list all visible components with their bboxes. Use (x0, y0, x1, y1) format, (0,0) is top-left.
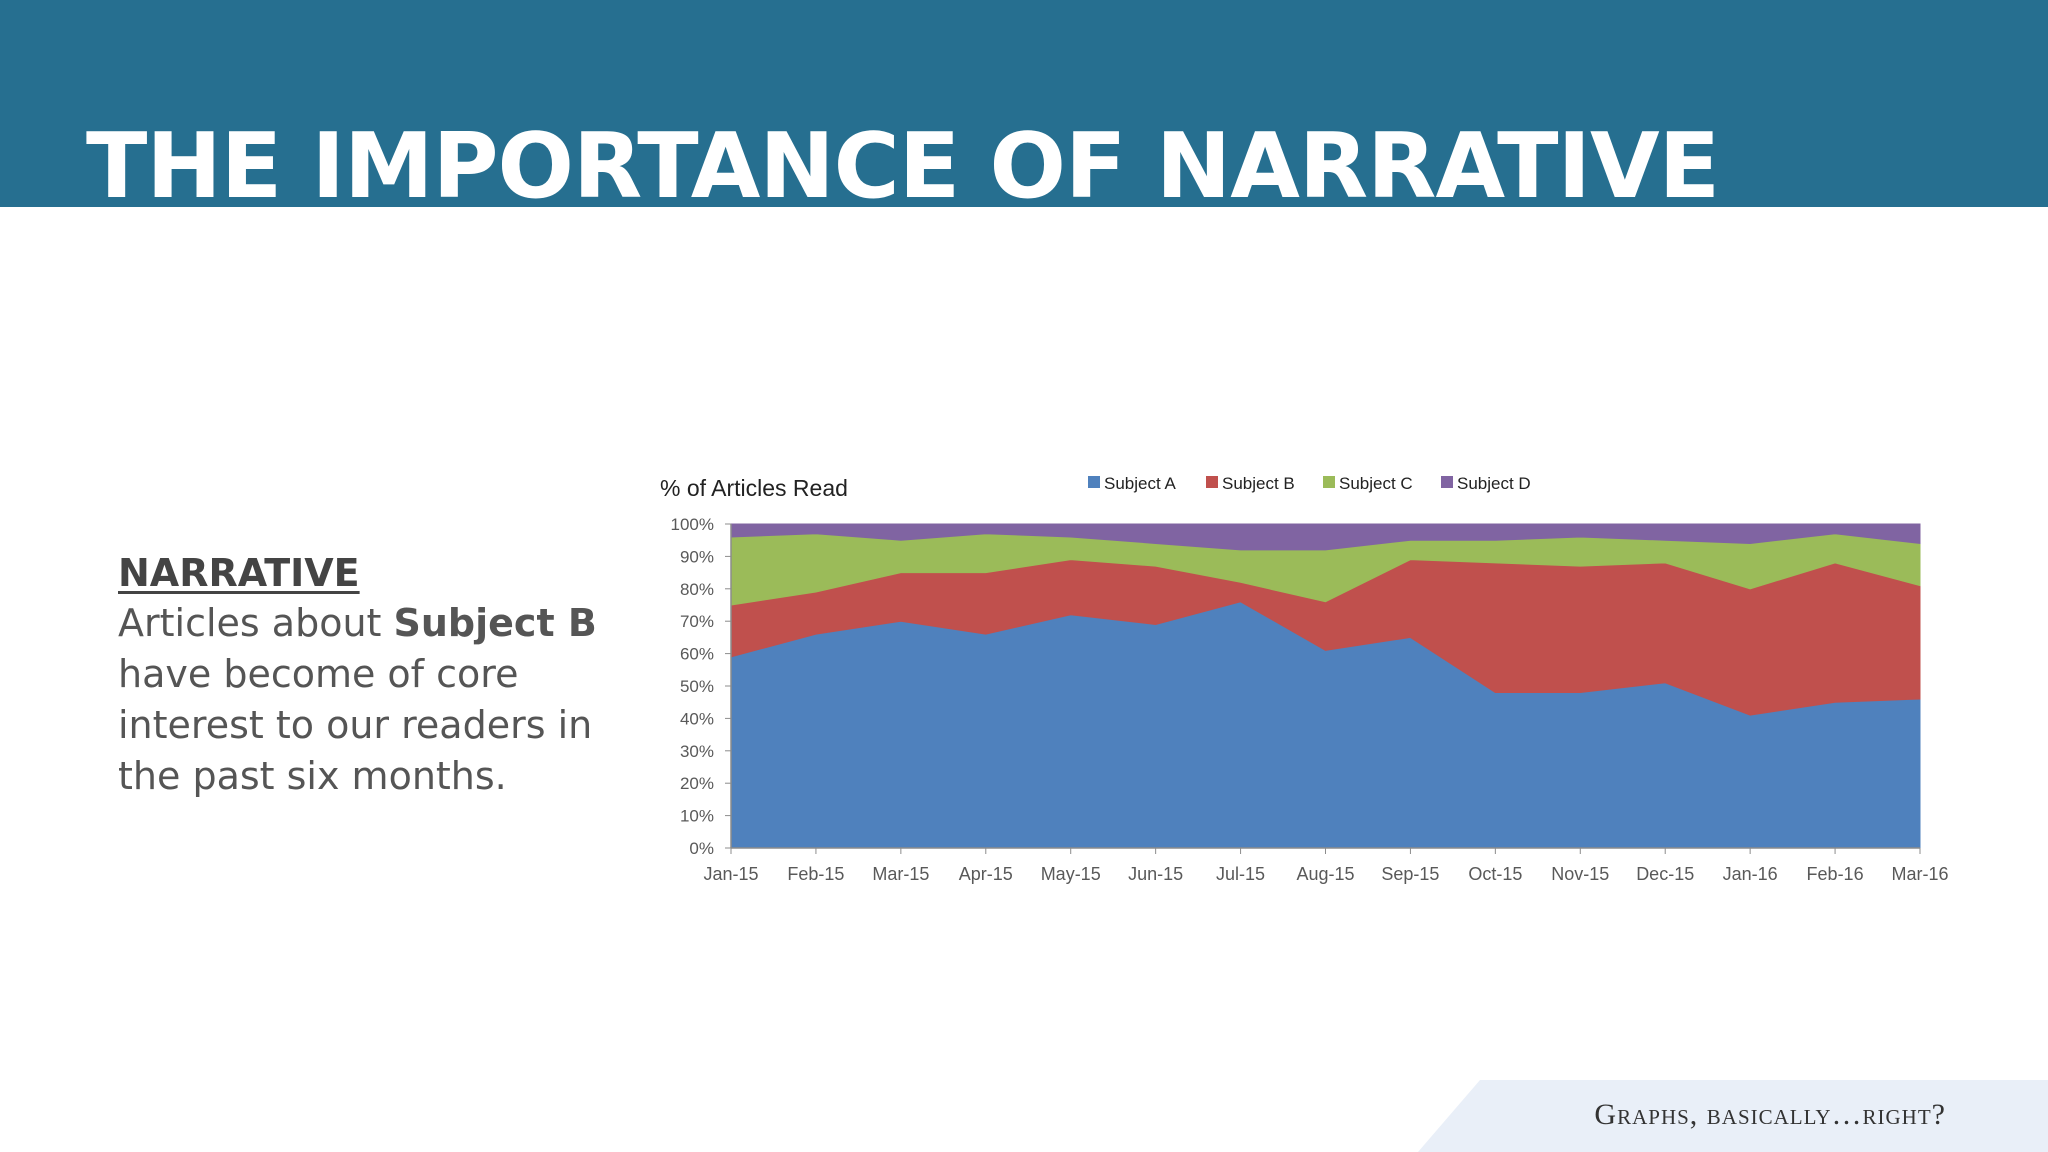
x-tick-label: Mar-15 (872, 864, 929, 884)
legend-label: Subject D (1457, 474, 1531, 493)
legend-item-subject-d: Subject D (1441, 474, 1531, 493)
area-chart: % of Articles Read Subject A Subject B Sub… (660, 474, 1949, 884)
x-tick-label: Mar-16 (1891, 864, 1948, 884)
x-tick-label: Jan-16 (1723, 864, 1778, 884)
legend-label: Subject B (1222, 474, 1295, 493)
slide-title: THE IMPORTANCE OF NARRATIVE (86, 114, 1720, 207)
narrative-body-emphasis: Subject B (393, 601, 597, 645)
chart-axes: 0% 10% 20% 30% 40% 50% 60% 70% 80% 90% 100% Jan-15 F… (671, 515, 1949, 884)
y-tick-label: 80% (680, 580, 714, 599)
y-tick-label: 50% (680, 677, 714, 696)
x-tick-label: Oct-15 (1468, 864, 1522, 884)
y-tick-label: 30% (680, 742, 714, 761)
x-tick-label: Sep-15 (1381, 864, 1439, 884)
x-tick-label: Aug-15 (1296, 864, 1354, 884)
footer-caption: Graphs, basically…right? (1594, 1098, 1946, 1131)
y-tick-label: 100% (671, 515, 714, 534)
x-tick-label: Jun-15 (1128, 864, 1183, 884)
legend-swatch (1088, 476, 1100, 488)
x-tick-label: Apr-15 (959, 864, 1013, 884)
legend-item-subject-b: Subject B (1206, 474, 1295, 493)
legend-label: Subject A (1104, 474, 1176, 493)
x-tick-label: Jan-15 (703, 864, 758, 884)
x-tick-label: Feb-15 (787, 864, 844, 884)
x-tick-label: Feb-16 (1807, 864, 1864, 884)
y-tick-label: 20% (680, 774, 714, 793)
chart-areas (730, 523, 1921, 849)
header-band: THE IMPORTANCE OF NARRATIVE (0, 0, 2048, 207)
y-tick-label: 40% (680, 709, 714, 728)
y-tick-label: 70% (680, 612, 714, 631)
x-tick-label: Dec-15 (1636, 864, 1694, 884)
chart-title: % of Articles Read (660, 475, 848, 501)
legend-swatch (1441, 476, 1453, 488)
narrative-body-end: have become of core interest to our read… (118, 652, 593, 798)
narrative-heading: NARRATIVE (118, 551, 360, 595)
legend-swatch (1323, 476, 1335, 488)
narrative-block: NARRATIVE Articles about Subject B have … (118, 548, 598, 802)
area-subject-d (730, 523, 1921, 551)
narrative-body-start: Articles about (118, 601, 394, 645)
narrative-body: Articles about Subject B have become of … (118, 598, 598, 802)
x-tick-label: May-15 (1041, 864, 1101, 884)
y-tick-label: 10% (680, 807, 714, 826)
y-tick-label: 90% (680, 547, 714, 566)
legend-item-subject-c: Subject C (1323, 474, 1413, 493)
legend-swatch (1206, 476, 1218, 488)
y-tick-label: 60% (680, 645, 714, 664)
y-tick-label: 0% (689, 839, 714, 858)
x-tick-label: Jul-15 (1216, 864, 1265, 884)
x-tick-label: Nov-15 (1551, 864, 1609, 884)
footer-ribbon (1418, 1080, 2048, 1152)
chart-legend: Subject A Subject B Subject C Subject D (1088, 474, 1531, 493)
legend-label: Subject C (1339, 474, 1413, 493)
legend-item-subject-a: Subject A (1088, 474, 1176, 493)
